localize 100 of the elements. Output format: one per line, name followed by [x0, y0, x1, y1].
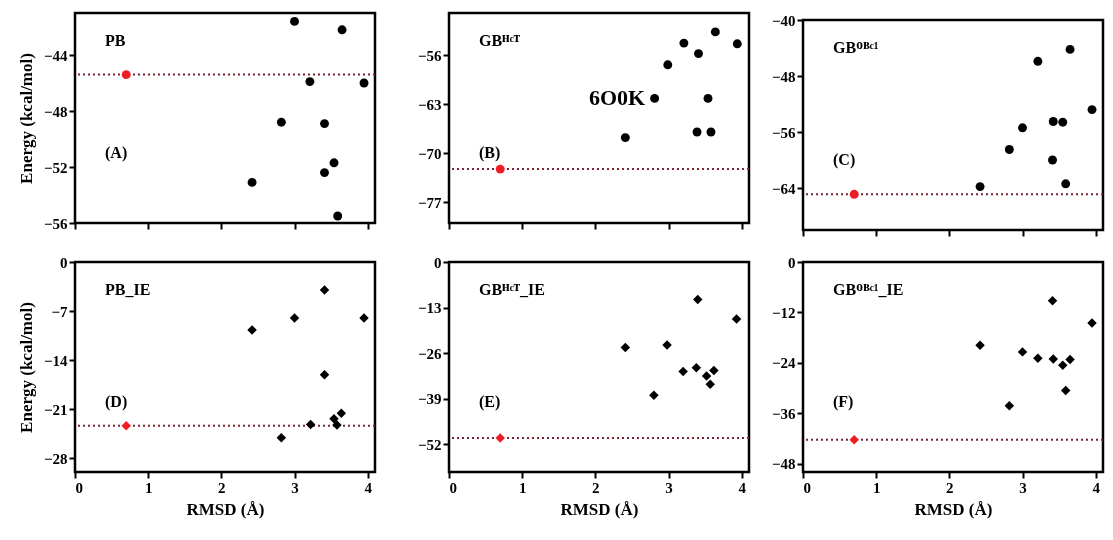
point [1058, 117, 1068, 127]
y-tick-label: −36 [771, 405, 796, 422]
point [320, 168, 329, 178]
x-tick-label: 3 [291, 479, 299, 496]
point [1061, 179, 1071, 189]
point [1004, 145, 1014, 154]
point [305, 419, 316, 430]
y-tick-label: −52 [43, 159, 68, 176]
x-axis-title: RMSD (Å) [186, 499, 265, 519]
y-tick-label: −56 [417, 47, 442, 64]
point [336, 408, 347, 418]
x-tick-label: 1 [872, 479, 881, 496]
y-tick-label: −14 [43, 352, 68, 369]
annotation: (A) [105, 144, 128, 162]
y-tick-label: −77 [417, 194, 442, 211]
point [1033, 56, 1043, 66]
point [706, 127, 716, 137]
point [1048, 155, 1057, 165]
point [1060, 385, 1071, 396]
point [620, 342, 631, 353]
y-tick-label: −26 [417, 345, 442, 362]
point [731, 314, 742, 324]
y-tick-label: −21 [43, 401, 68, 418]
point [678, 366, 688, 377]
point [732, 39, 742, 49]
annotation: GBᴼᴮᶜ¹ [833, 39, 879, 56]
x-tick-label: 4 [364, 479, 373, 496]
point [679, 38, 689, 48]
point [1047, 295, 1058, 306]
y-tick-label: −44 [43, 47, 68, 64]
x-tick-label: 1 [144, 479, 153, 496]
y-tick-label: −64 [771, 180, 796, 197]
point [709, 365, 719, 376]
y-tick-label: −13 [417, 300, 442, 316]
annotation: PB_IE [105, 281, 151, 298]
x-tick-label: 0 [449, 479, 457, 496]
y-tick-label: −28 [43, 450, 68, 467]
point [1033, 353, 1043, 363]
y-tick-label: 0 [60, 254, 68, 271]
y-tick-label: −52 [417, 436, 442, 453]
point [247, 177, 257, 187]
point [1058, 360, 1068, 371]
y-tick-label: −7 [51, 303, 68, 320]
point [1018, 123, 1027, 133]
annotation: (C) [833, 151, 856, 169]
y-tick-label: 0 [434, 254, 442, 271]
point [1017, 347, 1028, 357]
point [121, 421, 131, 431]
x-axis-title: RMSD (Å) [914, 499, 993, 519]
x-tick-label: 0 [75, 479, 83, 496]
point [305, 77, 315, 87]
point [320, 119, 329, 129]
point [276, 117, 286, 127]
annotation: GBᴴᶜᵀ_IE [479, 281, 545, 298]
point [649, 390, 659, 401]
point [359, 78, 369, 88]
annotation: GBᴴᶜᵀ [479, 32, 521, 49]
x-tick-label: 3 [1019, 479, 1027, 496]
x-tick-label: 1 [518, 479, 527, 496]
annotation: (B) [479, 144, 501, 162]
point [329, 158, 339, 168]
x-tick-label: 4 [738, 479, 747, 496]
point [701, 371, 712, 381]
point [121, 70, 131, 80]
y-tick-label: 0 [788, 254, 796, 271]
y-tick-label: −12 [771, 304, 796, 321]
point [650, 93, 660, 103]
x-tick-label: 2 [592, 479, 600, 496]
point [693, 294, 703, 305]
point [333, 211, 343, 221]
y-tick-label: −63 [417, 96, 442, 113]
point [849, 434, 859, 445]
annotation: PB [105, 32, 126, 49]
annotation: (E) [479, 393, 501, 411]
y-tick-label: −48 [771, 68, 796, 85]
y-tick-label: −56 [43, 215, 68, 232]
point [1065, 44, 1075, 54]
x-tick-label: 3 [665, 479, 673, 496]
point [691, 362, 702, 373]
annotation: (F) [833, 393, 854, 411]
point [1065, 354, 1075, 365]
point [319, 369, 330, 380]
y-tick-label: −24 [771, 355, 796, 372]
point [495, 164, 505, 174]
point [337, 25, 347, 35]
y-tick-label: −56 [771, 124, 796, 141]
x-tick-label: 0 [803, 479, 811, 496]
point [495, 433, 505, 443]
point [849, 189, 859, 199]
point [705, 379, 715, 389]
point [620, 133, 630, 143]
x-axis-title: RMSD (Å) [560, 499, 639, 519]
point [1004, 400, 1015, 411]
point [663, 60, 673, 70]
point [1048, 117, 1058, 126]
y-tick-label: −70 [417, 145, 442, 162]
y-tick-label: −48 [43, 103, 68, 120]
point [692, 127, 702, 137]
point [703, 93, 713, 103]
point [975, 182, 985, 192]
